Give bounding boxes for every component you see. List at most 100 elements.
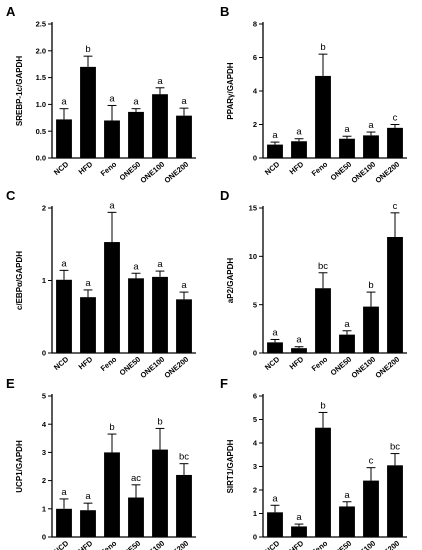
y-tick-label-c-0: 0 (42, 349, 46, 358)
category-label-d-one200: ONE200 (373, 355, 401, 380)
significance-label-a-hfd: b (85, 44, 90, 55)
y-tick-label-f-3: 3 (253, 462, 257, 471)
significance-label-e-ncd: a (61, 487, 67, 498)
category-label-f-feno: Feno (310, 538, 330, 550)
significance-label-a-one50: a (133, 97, 139, 108)
bar-d-ncd (267, 342, 283, 353)
y-tick-label-f-6: 6 (253, 392, 257, 401)
y-tick-label-e-0: 0 (42, 533, 46, 542)
y-tick-label-a-1: 0.5 (36, 127, 46, 136)
bar-f-one50 (339, 506, 355, 537)
significance-label-f-one50: a (344, 490, 350, 501)
category-label-e-hfd: HFD (77, 538, 95, 550)
significance-label-e-feno: b (109, 422, 114, 433)
category-label-b-ncd: NCD (263, 159, 282, 177)
bar-c-one200 (176, 299, 192, 353)
y-tick-label-f-4: 4 (253, 439, 258, 448)
category-label-c-one100: ONE100 (138, 355, 166, 380)
bar-b-ncd (267, 144, 283, 158)
significance-label-d-one200: c (393, 201, 398, 212)
bar-e-one50 (128, 497, 144, 537)
bar-a-feno (104, 120, 120, 158)
significance-label-c-ncd: a (61, 258, 67, 269)
y-tick-label-b-0: 0 (253, 154, 257, 163)
y-tick-label-f-2: 2 (253, 486, 257, 495)
y-tick-label-f-0: 0 (253, 533, 257, 542)
y-tick-label-a-3: 1.5 (36, 73, 46, 82)
bar-e-ncd (56, 508, 72, 537)
significance-label-c-one100: a (157, 259, 163, 270)
y-tick-label-f-1: 1 (253, 509, 257, 518)
bar-a-one200 (176, 115, 192, 158)
category-label-a-hfd: HFD (77, 159, 95, 176)
bar-d-feno (315, 288, 331, 353)
significance-label-a-one100: a (157, 76, 163, 87)
y-axis-label-d: aP2/GAPDH (226, 258, 235, 304)
bar-c-feno (104, 242, 120, 353)
bar-d-one100 (363, 306, 379, 353)
y-tick-label-e-4: 4 (42, 420, 47, 429)
y-tick-label-c-1: 1 (42, 276, 46, 285)
significance-label-f-ncd: a (272, 493, 278, 504)
significance-label-d-hfd: a (296, 335, 302, 346)
bar-d-hfd (291, 348, 307, 353)
y-tick-label-e-3: 3 (42, 448, 46, 457)
category-label-b-hfd: HFD (288, 159, 306, 176)
significance-label-e-hfd: a (85, 491, 91, 502)
significance-label-a-one200: a (181, 96, 187, 107)
category-label-e-ncd: NCD (52, 538, 71, 550)
y-tick-label-f-5: 5 (253, 415, 257, 424)
bar-f-one200 (387, 465, 403, 537)
bar-a-ncd (56, 119, 72, 158)
bar-c-hfd (80, 297, 96, 353)
significance-label-b-feno: b (320, 42, 325, 53)
significance-label-e-one200: bc (179, 452, 189, 463)
y-tick-label-b-1: 2 (253, 120, 257, 129)
y-tick-label-d-1: 5 (253, 300, 257, 309)
bar-b-one100 (363, 135, 379, 158)
y-axis-label-e: UCP1/GAPDH (15, 440, 24, 493)
category-label-e-one100: ONE100 (138, 539, 166, 550)
y-tick-label-e-5: 5 (42, 392, 46, 401)
bar-e-one200 (176, 474, 192, 537)
category-label-f-ncd: NCD (263, 538, 282, 550)
bar-b-one200 (387, 127, 403, 158)
bar-f-hfd (291, 526, 307, 537)
significance-label-c-one200: a (181, 280, 187, 291)
bar-c-one100 (152, 276, 168, 353)
category-label-d-one100: ONE100 (349, 355, 377, 380)
category-label-c-feno: Feno (99, 354, 119, 373)
bar-d-one200 (387, 237, 403, 353)
bar-c-ncd (56, 279, 72, 353)
y-tick-label-e-1: 1 (42, 504, 46, 513)
bar-b-hfd (291, 141, 307, 158)
bar-a-one50 (128, 111, 144, 158)
category-label-c-hfd: HFD (77, 354, 95, 371)
bar-a-one100 (152, 94, 168, 158)
y-tick-label-c-2: 2 (42, 204, 46, 213)
y-axis-label-c: c/EBPα/GAPDH (15, 251, 24, 310)
significance-label-b-hfd: a (296, 127, 302, 138)
significance-label-e-one50: ac (131, 473, 141, 484)
bar-e-one100 (152, 449, 168, 537)
y-tick-label-a-2: 1.0 (36, 100, 46, 109)
y-axis-label-b: PPARγ/GAPDH (226, 62, 235, 119)
bar-f-one100 (363, 480, 379, 537)
panel-letter-d: D (220, 188, 229, 203)
significance-label-b-one200: c (393, 113, 398, 124)
y-axis-label-f: SIRT1/GAPDH (226, 439, 235, 493)
significance-label-b-one50: a (344, 124, 350, 135)
bar-f-feno (315, 427, 331, 537)
y-tick-label-e-2: 2 (42, 476, 46, 485)
category-label-c-one200: ONE200 (162, 355, 190, 380)
category-label-b-one100: ONE100 (349, 160, 377, 185)
category-label-b-one200: ONE200 (373, 160, 401, 185)
bar-c-one50 (128, 278, 144, 353)
category-label-b-feno: Feno (310, 159, 330, 178)
panel-letter-a: A (6, 4, 16, 19)
significance-label-d-one50: a (344, 319, 350, 330)
significance-label-f-one100: c (369, 456, 374, 467)
significance-label-d-feno: bc (318, 261, 328, 272)
category-label-f-hfd: HFD (288, 538, 306, 550)
panel-letter-e: E (6, 376, 15, 391)
